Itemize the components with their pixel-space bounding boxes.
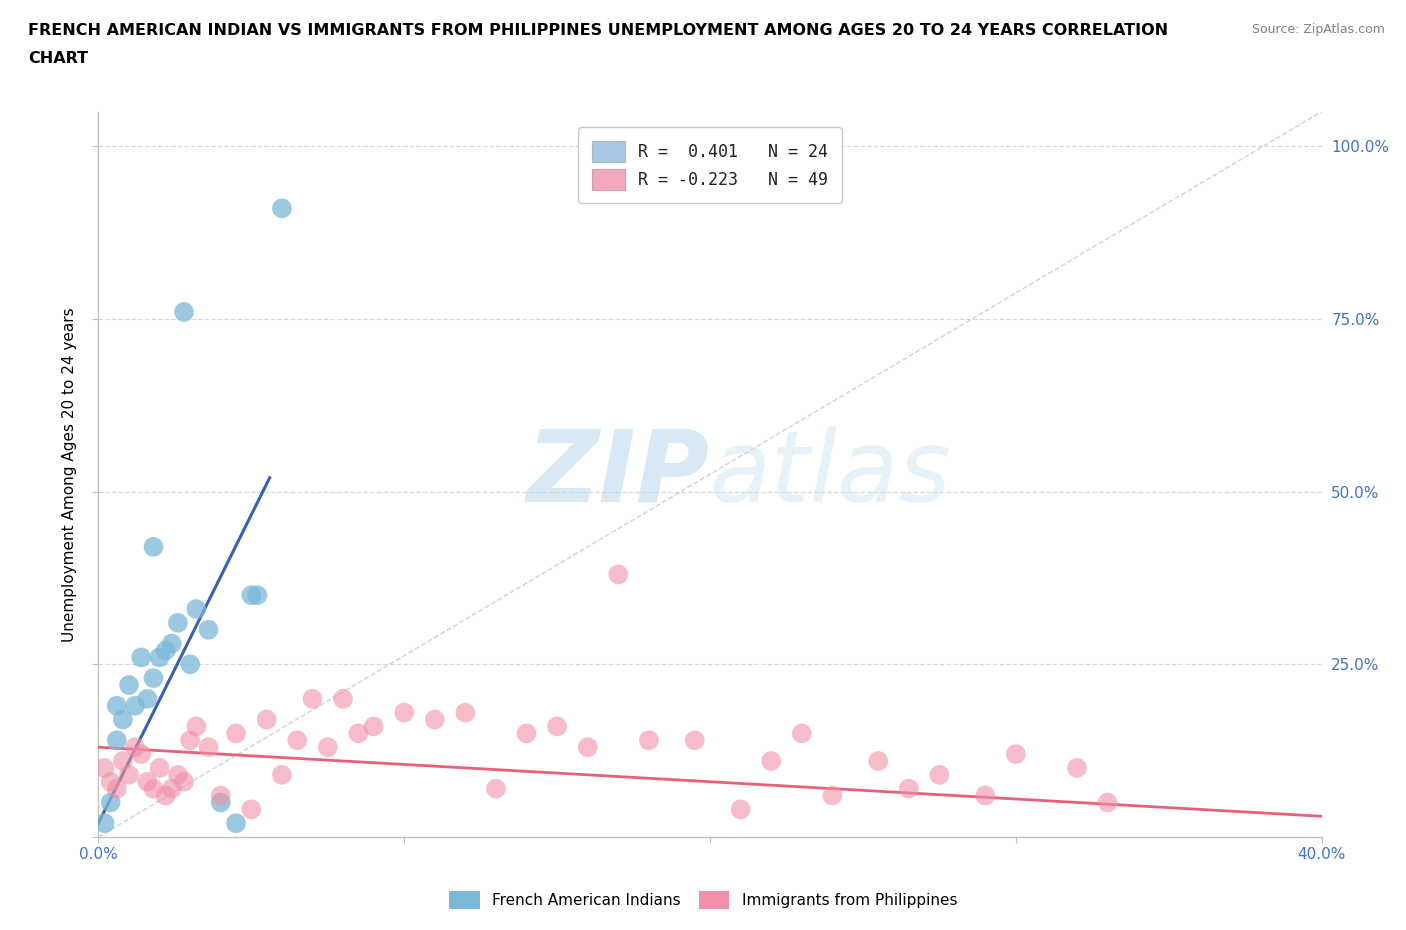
Point bbox=[423, 712, 446, 727]
Point bbox=[155, 643, 177, 658]
Point bbox=[111, 712, 134, 727]
Text: CHART: CHART bbox=[28, 51, 89, 66]
Point bbox=[173, 304, 195, 319]
Point bbox=[637, 733, 661, 748]
Point bbox=[270, 767, 292, 782]
Point bbox=[111, 753, 134, 768]
Point bbox=[897, 781, 920, 796]
Point bbox=[246, 588, 269, 603]
Point bbox=[1066, 761, 1088, 776]
Point bbox=[225, 726, 247, 741]
Y-axis label: Unemployment Among Ages 20 to 24 years: Unemployment Among Ages 20 to 24 years bbox=[62, 307, 77, 642]
Point bbox=[186, 719, 208, 734]
Point bbox=[485, 781, 508, 796]
Text: ZIP: ZIP bbox=[527, 426, 710, 523]
Point bbox=[821, 788, 844, 803]
Point bbox=[974, 788, 997, 803]
Point bbox=[129, 650, 152, 665]
Point bbox=[149, 650, 172, 665]
Point bbox=[136, 775, 159, 790]
Point bbox=[149, 761, 172, 776]
Point bbox=[576, 739, 599, 754]
Point bbox=[516, 726, 538, 741]
Legend: R =  0.401   N = 24, R = -0.223   N = 49: R = 0.401 N = 24, R = -0.223 N = 49 bbox=[578, 127, 842, 204]
Point bbox=[225, 816, 247, 830]
Point bbox=[928, 767, 950, 782]
Point bbox=[301, 691, 323, 706]
Point bbox=[546, 719, 568, 734]
Point bbox=[93, 761, 115, 776]
Point bbox=[285, 733, 308, 748]
Point bbox=[100, 775, 122, 790]
Point bbox=[256, 712, 278, 727]
Point bbox=[160, 781, 183, 796]
Point bbox=[759, 753, 782, 768]
Point bbox=[197, 739, 219, 754]
Point bbox=[167, 616, 190, 631]
Point bbox=[316, 739, 339, 754]
Point bbox=[124, 698, 146, 713]
Point bbox=[105, 733, 128, 748]
Point bbox=[240, 802, 263, 817]
Point bbox=[790, 726, 813, 741]
Point bbox=[347, 726, 370, 741]
Point bbox=[607, 567, 630, 582]
Point bbox=[142, 539, 165, 554]
Point bbox=[136, 691, 159, 706]
Point bbox=[105, 698, 128, 713]
Point bbox=[270, 201, 292, 216]
Point bbox=[179, 733, 201, 748]
Point bbox=[93, 816, 115, 830]
Point bbox=[209, 795, 232, 810]
Point bbox=[124, 739, 146, 754]
Point bbox=[730, 802, 752, 817]
Point bbox=[392, 705, 416, 720]
Point bbox=[683, 733, 706, 748]
Point bbox=[1097, 795, 1119, 810]
Point bbox=[186, 602, 208, 617]
Point bbox=[197, 622, 219, 637]
Point bbox=[142, 781, 165, 796]
Point bbox=[173, 775, 195, 790]
Point bbox=[240, 588, 263, 603]
Point bbox=[142, 671, 165, 685]
Point bbox=[118, 678, 141, 693]
Text: Source: ZipAtlas.com: Source: ZipAtlas.com bbox=[1251, 23, 1385, 36]
Point bbox=[1004, 747, 1026, 762]
Point bbox=[129, 747, 152, 762]
Point bbox=[118, 767, 141, 782]
Point bbox=[363, 719, 385, 734]
Point bbox=[209, 788, 232, 803]
Point bbox=[105, 781, 128, 796]
Text: atlas: atlas bbox=[710, 426, 952, 523]
Text: FRENCH AMERICAN INDIAN VS IMMIGRANTS FROM PHILIPPINES UNEMPLOYMENT AMONG AGES 20: FRENCH AMERICAN INDIAN VS IMMIGRANTS FRO… bbox=[28, 23, 1168, 38]
Point bbox=[160, 636, 183, 651]
Legend: French American Indians, Immigrants from Philippines: French American Indians, Immigrants from… bbox=[443, 885, 963, 915]
Point bbox=[454, 705, 477, 720]
Point bbox=[179, 657, 201, 671]
Point bbox=[155, 788, 177, 803]
Point bbox=[332, 691, 354, 706]
Point bbox=[100, 795, 122, 810]
Point bbox=[167, 767, 190, 782]
Point bbox=[868, 753, 890, 768]
